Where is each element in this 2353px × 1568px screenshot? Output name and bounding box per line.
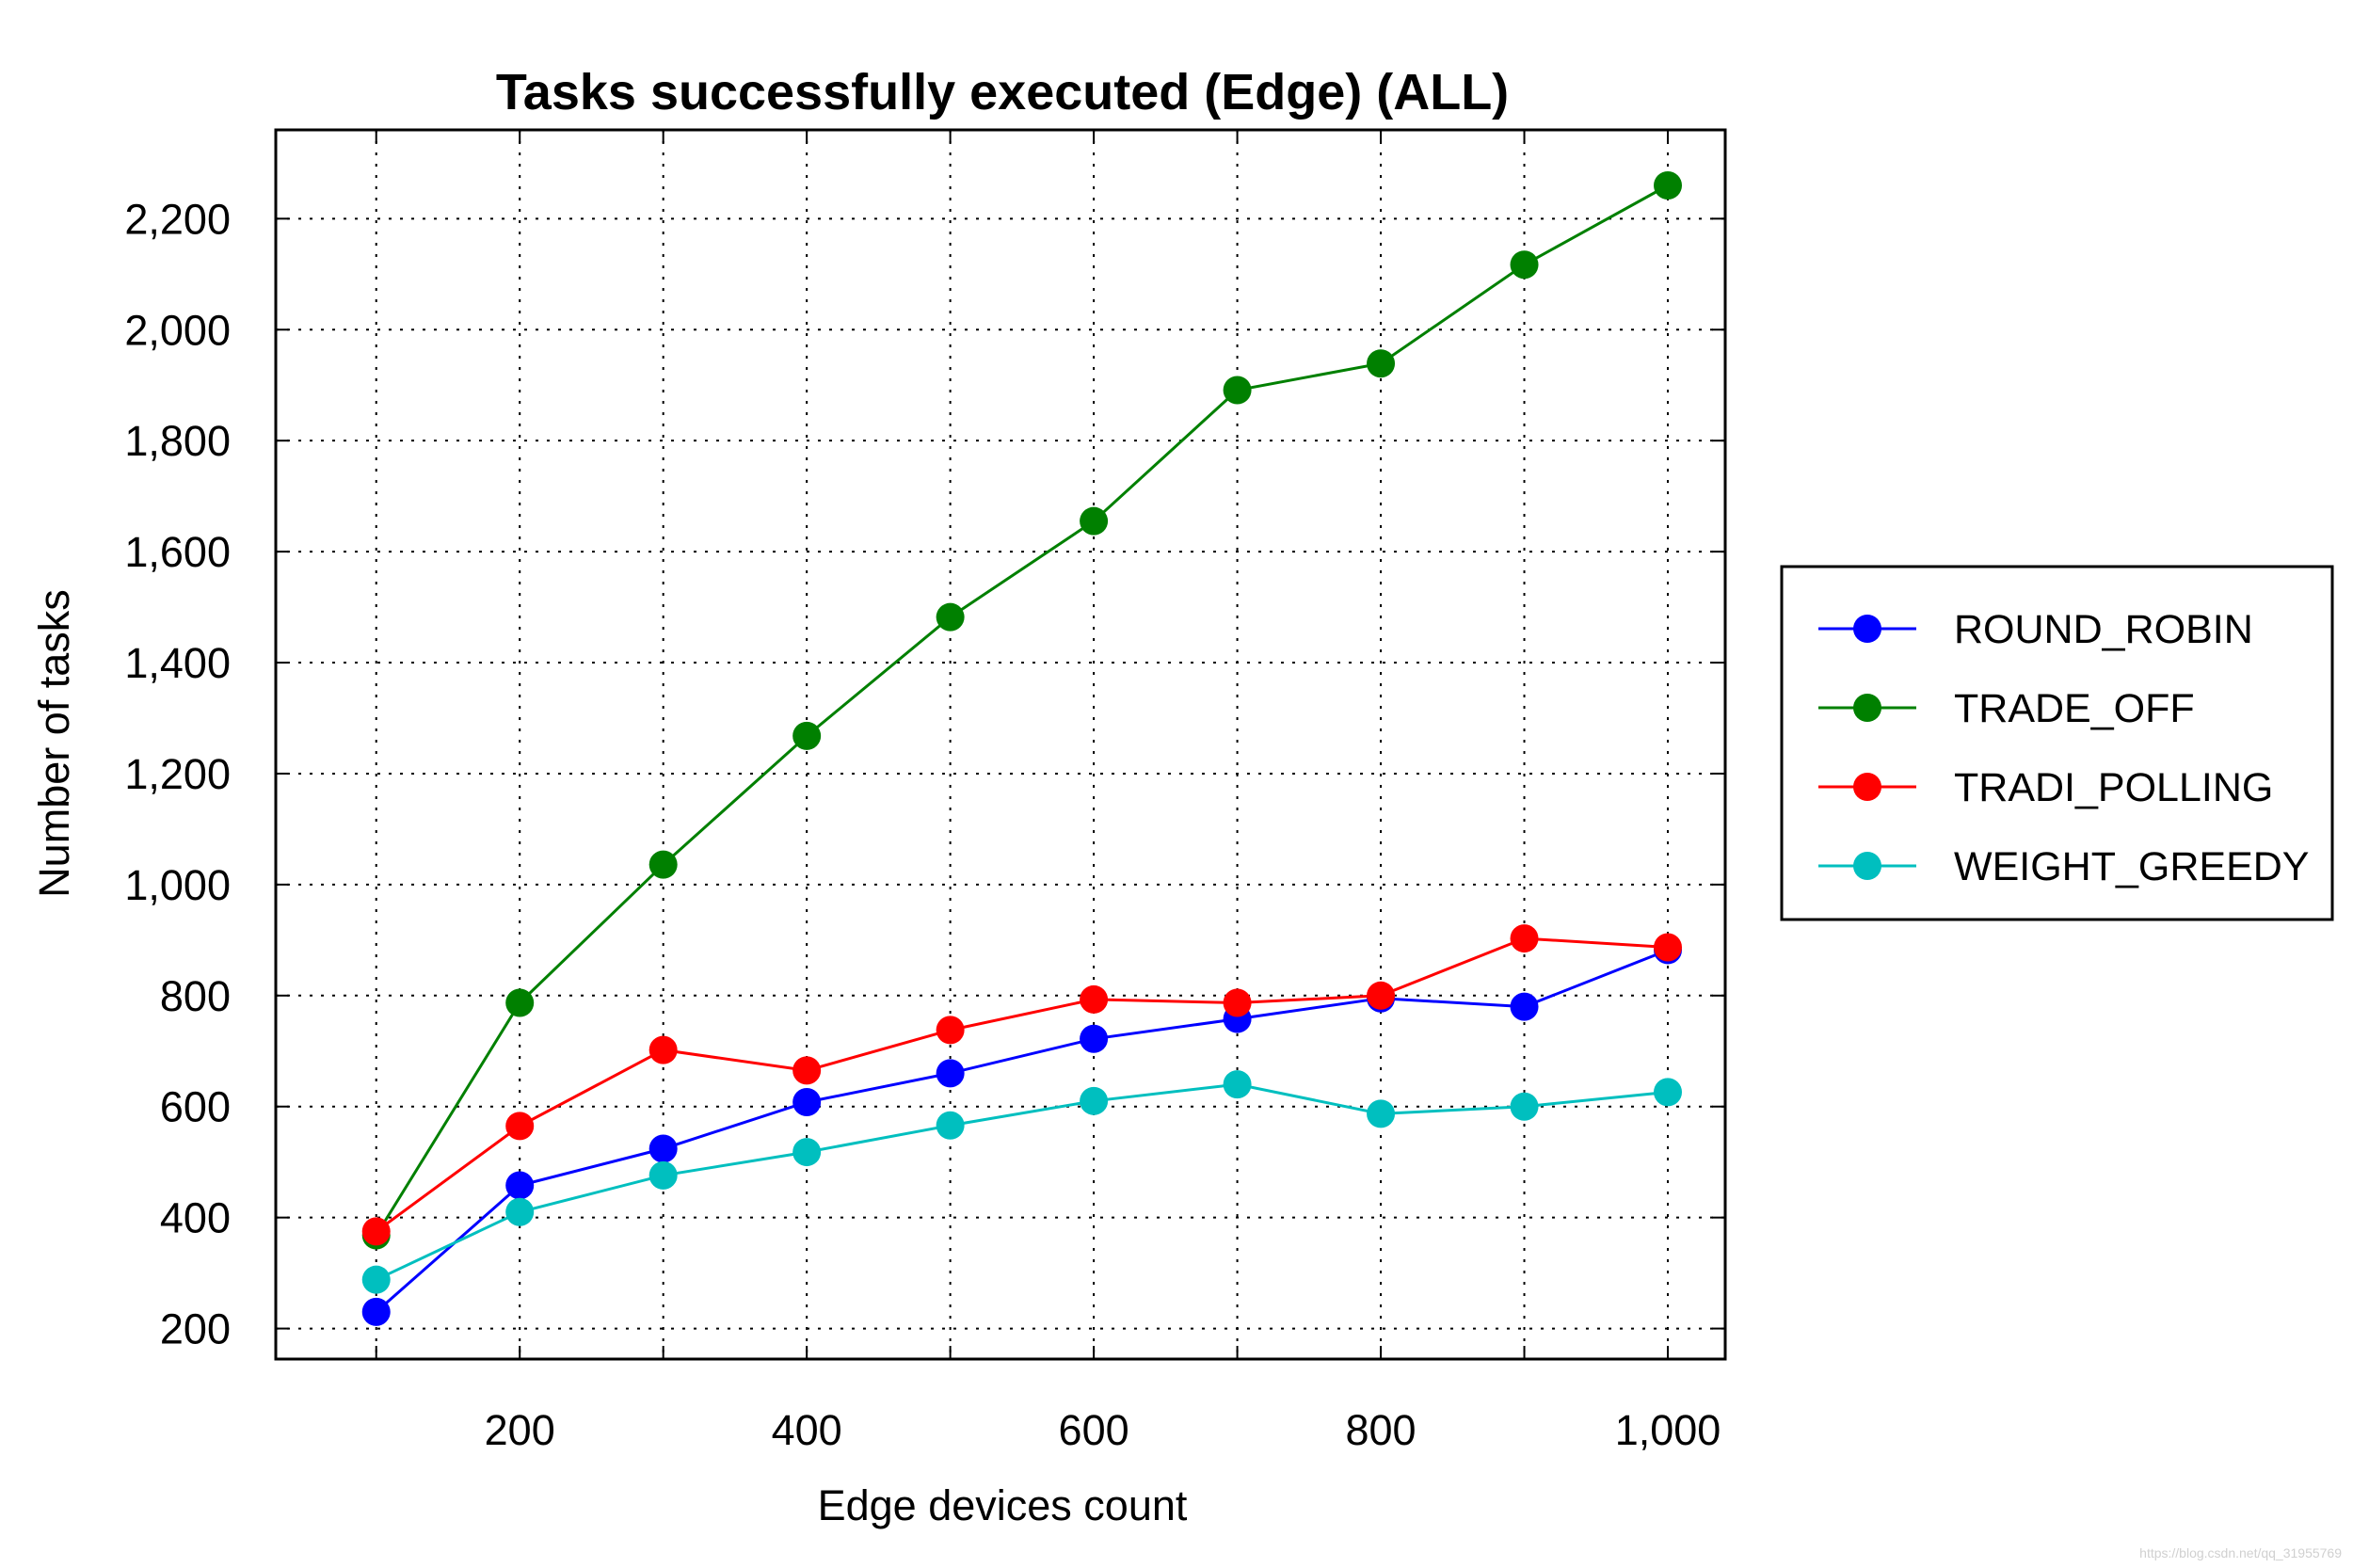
- series-line-tradi-polling: [375, 936, 1669, 1233]
- legend-swatch-marker-weight-greedy: [1853, 852, 1881, 880]
- legend: ROUND_ROBIN TRADE_OFF TRADI_POLLING WEIGHT_…: [1818, 607, 2310, 889]
- data-point-trade-off: [1080, 506, 1109, 536]
- data-point-round-robin: [361, 1297, 391, 1326]
- y-tick-label: 2,200: [124, 195, 231, 243]
- legend-label-round-robin: ROUND_ROBIN: [1954, 607, 2253, 652]
- data-point-tradi-polling: [1080, 984, 1109, 1014]
- x-axis-label: Edge devices count: [818, 1481, 1188, 1529]
- data-point-weight-greedy: [1510, 1092, 1539, 1121]
- y-tick-label: 1,200: [124, 750, 231, 798]
- x-tick-label: 800: [1346, 1406, 1417, 1454]
- data-point-tradi-polling: [792, 1056, 822, 1085]
- data-point-round-robin: [936, 1059, 965, 1088]
- legend-swatch-marker-round-robin: [1853, 615, 1881, 643]
- plot-frame: [274, 128, 1727, 1361]
- chart-title: Tasks successfully executed (Edge) (ALL): [496, 64, 1509, 120]
- data-point-weight-greedy: [1223, 1070, 1252, 1099]
- data-point-tradi-polling: [1654, 933, 1683, 962]
- watermark: https://blog.csdn.net/qq_31955769: [2139, 1545, 2342, 1560]
- legend-label-weight-greedy: WEIGHT_GREEDY: [1954, 844, 2310, 889]
- data-point-round-robin: [1510, 992, 1539, 1021]
- data-point-trade-off: [1510, 250, 1539, 280]
- data-point-tradi-polling: [1367, 981, 1396, 1010]
- axis-ticks: 200 400 600 800 1,000 1,200 1,400 1,600 1,800 2,0…: [124, 130, 1725, 1454]
- y-tick-label: 2,000: [124, 306, 231, 354]
- x-tick-label: 1,000: [1615, 1406, 1721, 1454]
- data-point-trade-off: [1223, 376, 1252, 405]
- series-line-round-robin: [375, 949, 1669, 1314]
- data-point-tradi-polling: [936, 1016, 965, 1045]
- data-point-tradi-polling: [1510, 924, 1539, 953]
- data-point-trade-off: [1367, 349, 1396, 378]
- data-point-trade-off: [648, 850, 678, 879]
- legend-swatch-marker-trade-off: [1853, 694, 1881, 722]
- legend-label-trade-off: TRADE_OFF: [1954, 686, 2195, 731]
- y-tick-label: 200: [160, 1305, 231, 1353]
- x-tick-label: 400: [772, 1406, 842, 1454]
- data-point-trade-off: [792, 721, 822, 750]
- data-point-tradi-polling: [648, 1035, 678, 1064]
- data-point-trade-off: [1654, 170, 1683, 200]
- data-point-weight-greedy: [505, 1197, 535, 1226]
- legend-label-tradi-polling: TRADI_POLLING: [1954, 765, 2273, 810]
- data-point-round-robin: [1080, 1024, 1109, 1053]
- legend-swatch-marker-tradi-polling: [1853, 773, 1881, 801]
- data-point-weight-greedy: [1654, 1078, 1683, 1107]
- y-tick-label: 1,600: [124, 528, 231, 576]
- y-tick-label: 600: [160, 1083, 231, 1131]
- y-tick-label: 800: [160, 972, 231, 1020]
- series-line-trade-off: [375, 184, 1669, 1237]
- series-group: [361, 170, 1683, 1326]
- y-tick-label: 1,000: [124, 861, 231, 909]
- data-point-tradi-polling: [505, 1112, 535, 1141]
- data-point-trade-off: [505, 988, 535, 1017]
- data-point-weight-greedy: [792, 1138, 822, 1167]
- data-point-tradi-polling: [361, 1217, 391, 1246]
- data-point-round-robin: [505, 1171, 535, 1200]
- y-axis-label: Number of tasks: [30, 589, 78, 898]
- data-point-round-robin: [648, 1134, 678, 1163]
- data-point-trade-off: [936, 602, 965, 632]
- data-point-weight-greedy: [936, 1111, 965, 1140]
- y-tick-label: 1,400: [124, 639, 231, 687]
- data-point-weight-greedy: [361, 1265, 391, 1294]
- x-tick-label: 200: [485, 1406, 555, 1454]
- data-point-tradi-polling: [1223, 988, 1252, 1017]
- y-tick-label: 400: [160, 1194, 231, 1242]
- grid: [276, 130, 1725, 1359]
- data-point-round-robin: [792, 1088, 822, 1117]
- data-point-weight-greedy: [648, 1160, 678, 1190]
- y-tick-label: 1,800: [124, 417, 231, 465]
- series-line-weight-greedy: [376, 1082, 1669, 1282]
- x-tick-label: 600: [1059, 1406, 1129, 1454]
- data-point-weight-greedy: [1080, 1086, 1109, 1115]
- data-point-weight-greedy: [1367, 1099, 1396, 1128]
